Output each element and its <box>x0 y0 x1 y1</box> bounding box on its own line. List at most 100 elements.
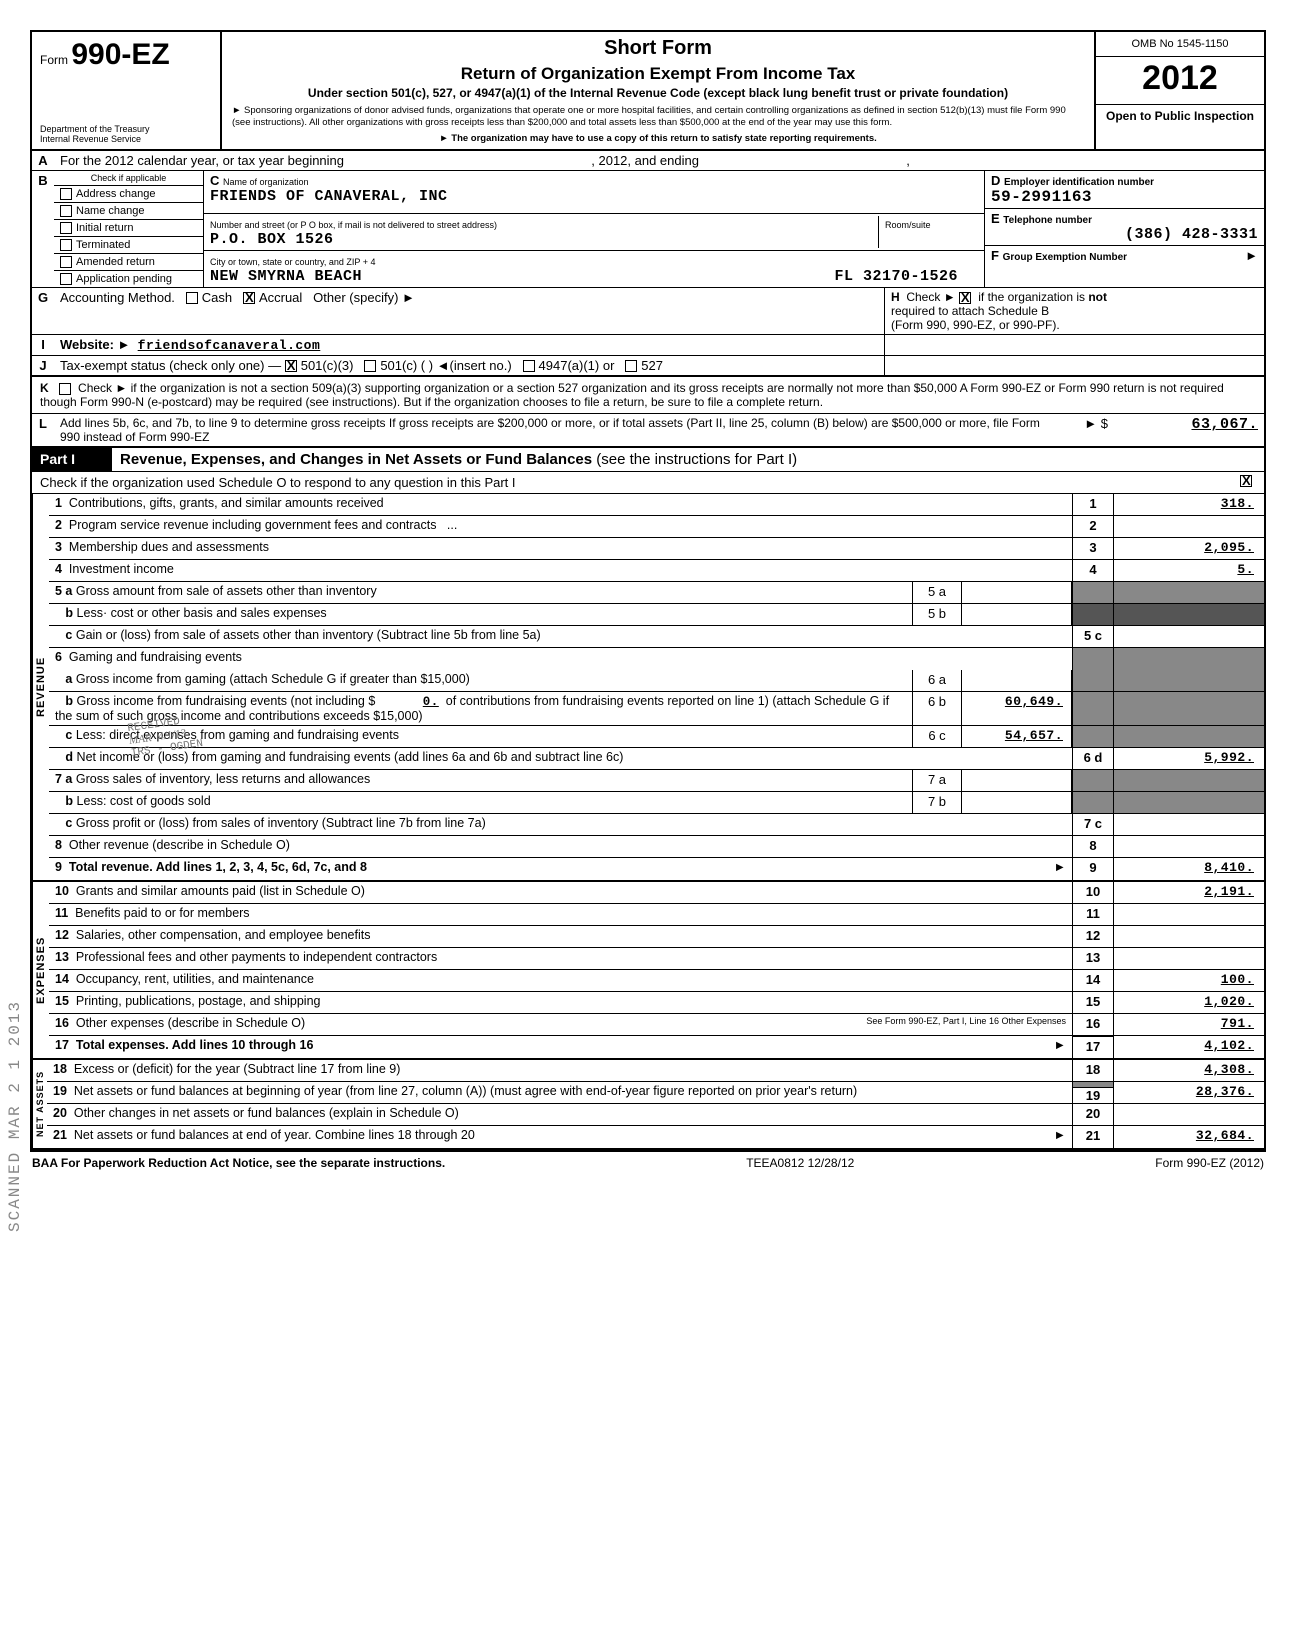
l6-n: 6 <box>55 650 62 664</box>
l6a-mid: 6 a <box>912 670 962 691</box>
l15-n: 15 <box>55 994 69 1008</box>
l2-n: 2 <box>55 518 62 532</box>
check-501c[interactable] <box>364 360 376 372</box>
expenses-section: EXPENSES 10 Grants and similar amounts p… <box>32 882 1264 1060</box>
check-cash[interactable] <box>186 292 198 304</box>
check-terminated[interactable]: Terminated <box>54 237 203 254</box>
l17-val: 4,102. <box>1114 1036 1264 1058</box>
line-13: 13 Professional fees and other payments … <box>49 948 1264 970</box>
line-18: 18 Excess or (deficit) for the year (Sub… <box>47 1060 1264 1082</box>
check-lbl-1: Name change <box>76 205 145 217</box>
line-5b: b Less· cost or other basis and sales ex… <box>49 604 1264 626</box>
f-arrow: ► <box>1245 248 1258 263</box>
l17-num: 17 <box>1072 1036 1114 1058</box>
line-19: 19 Net assets or fund balances at beginn… <box>47 1082 1264 1104</box>
j-o2: 501(c) ( <box>380 358 425 373</box>
l21-val: 32,684. <box>1114 1126 1264 1148</box>
check-accrual[interactable] <box>243 292 255 304</box>
l21-arrow: ► <box>1054 1128 1066 1142</box>
row-k: K Check ► if the organization is not a s… <box>32 377 1264 414</box>
line-9: 9 Total revenue. Add lines 1, 2, 3, 4, 5… <box>49 858 1264 880</box>
l2-dots: ... <box>447 518 457 532</box>
h-t1: Check ► <box>906 290 955 304</box>
l7b-n: b <box>65 794 73 808</box>
check-initial-return[interactable]: Initial return <box>54 220 203 237</box>
check-amended[interactable]: Amended return <box>54 254 203 271</box>
l3-val: 2,095. <box>1114 538 1264 559</box>
l18-val: 4,308. <box>1114 1060 1264 1081</box>
line-3: 3 Membership dues and assessments32,095. <box>49 538 1264 560</box>
instruction-2: The organization may have to use a copy … <box>232 133 1084 145</box>
line-17: 17 Total expenses. Add lines 10 through … <box>49 1036 1264 1058</box>
l6c-t: Less: direct expenses from gaming and fu… <box>76 728 399 742</box>
c-city-lbl: City or town, state or country, and ZIP … <box>210 257 376 267</box>
l5c-t: Gain or (loss) from sale of assets other… <box>76 628 541 642</box>
line-10: 10 Grants and similar amounts paid (list… <box>49 882 1264 904</box>
revenue-section: REVENUE 1 Contributions, gifts, grants, … <box>32 494 1264 882</box>
check-501c3[interactable] <box>285 360 297 372</box>
form-prefix: Form <box>40 53 68 67</box>
l20-n: 20 <box>53 1106 67 1120</box>
org-name: FRIENDS OF CANAVERAL, INC <box>210 188 448 205</box>
check-lbl-2: Initial return <box>76 222 133 234</box>
l16-t: Other expenses (describe in Schedule O) <box>76 1016 305 1030</box>
l10-n: 10 <box>55 884 69 898</box>
label-l: L <box>32 414 54 446</box>
netassets-section: NET ASSETS 18 Excess or (deficit) for th… <box>32 1060 1264 1150</box>
line-12: 12 Salaries, other compensation, and emp… <box>49 926 1264 948</box>
l13-n: 13 <box>55 950 69 964</box>
c-name-lbl: Name of organization <box>223 177 309 187</box>
line-21: 21 Net assets or fund balances at end of… <box>47 1126 1264 1148</box>
line-5c: c Gain or (loss) from sale of assets oth… <box>49 626 1264 648</box>
h-t4: (Form 990, 990-EZ, or 990-PF). <box>891 318 1060 332</box>
row-a: A For the 2012 calendar year, or tax yea… <box>32 151 1264 171</box>
l15-val: 1,020. <box>1114 992 1264 1013</box>
row-i-body: Website: ► friendsofcanaveral.com <box>54 335 884 355</box>
check-h[interactable] <box>959 292 971 304</box>
header-mid: Short Form Return of Organization Exempt… <box>222 32 1094 149</box>
footer-form: Form 990-EZ (2012) <box>1155 1156 1264 1170</box>
check-address-change[interactable]: Address change <box>54 186 203 203</box>
l17-n: 17 <box>55 1038 69 1052</box>
check-schedule-o[interactable] <box>1240 475 1252 487</box>
line-7c: c Gross profit or (loss) from sales of i… <box>49 814 1264 836</box>
org-city: NEW SMYRNA BEACH <box>210 268 362 285</box>
l10-t: Grants and similar amounts paid (list in… <box>76 884 365 898</box>
l9-num: 9 <box>1072 858 1114 880</box>
g-other: Other (specify) ► <box>313 290 415 305</box>
l8-t: Other revenue (describe in Schedule O) <box>69 838 290 852</box>
check-name-change[interactable]: Name change <box>54 203 203 220</box>
l20-t: Other changes in net assets or fund bala… <box>74 1106 459 1120</box>
l6d-val: 5,992. <box>1114 748 1264 769</box>
line-6b: b Gross income from fundraising events (… <box>49 692 1264 726</box>
l6-t: Gaming and fundraising events <box>69 650 242 664</box>
l16-note: See Form 990-EZ, Part I, Line 16 Other E… <box>866 1016 1066 1026</box>
row-bcdef: B Check if applicable Address change Nam… <box>32 171 1264 288</box>
open-to-public: Open to Public Inspection <box>1096 105 1264 127</box>
line-2: 2 Program service revenue including gove… <box>49 516 1264 538</box>
l6c-n: c <box>65 728 72 742</box>
l7c-n: c <box>65 816 72 830</box>
check-k[interactable] <box>59 383 71 395</box>
l7a-t: Gross sales of inventory, less returns a… <box>76 772 370 786</box>
row-j-body: Tax-exempt status (check only one) — 501… <box>54 356 884 375</box>
check-app-pending[interactable]: Application pending <box>54 271 203 287</box>
line-5a: 5 a Gross amount from sale of assets oth… <box>49 582 1264 604</box>
l2-t: Program service revenue including govern… <box>69 518 437 532</box>
check-527[interactable] <box>625 360 637 372</box>
k-text: Check ► if the organization is not a sec… <box>40 381 1224 409</box>
l18-num: 18 <box>1072 1060 1114 1081</box>
l7c-t: Gross profit or (loss) from sales of inv… <box>76 816 486 830</box>
l4-num: 4 <box>1072 560 1114 581</box>
netassets-lines: 18 Excess or (deficit) for the year (Sub… <box>47 1060 1264 1148</box>
l11-n: 11 <box>55 906 68 920</box>
title-return: Return of Organization Exempt From Incom… <box>232 63 1084 84</box>
org-address: P.O. BOX 1526 <box>210 231 334 248</box>
row-j: J Tax-exempt status (check only one) — 5… <box>32 356 1264 377</box>
line-6c: c Less: direct expenses from gaming and … <box>49 726 1264 748</box>
part1-title: Revenue, Expenses, and Changes in Net As… <box>112 448 1264 471</box>
label-f: F <box>991 246 999 263</box>
check-4947[interactable] <box>523 360 535 372</box>
l2-num: 2 <box>1072 516 1114 537</box>
l-val: 63,067. <box>1114 414 1264 446</box>
